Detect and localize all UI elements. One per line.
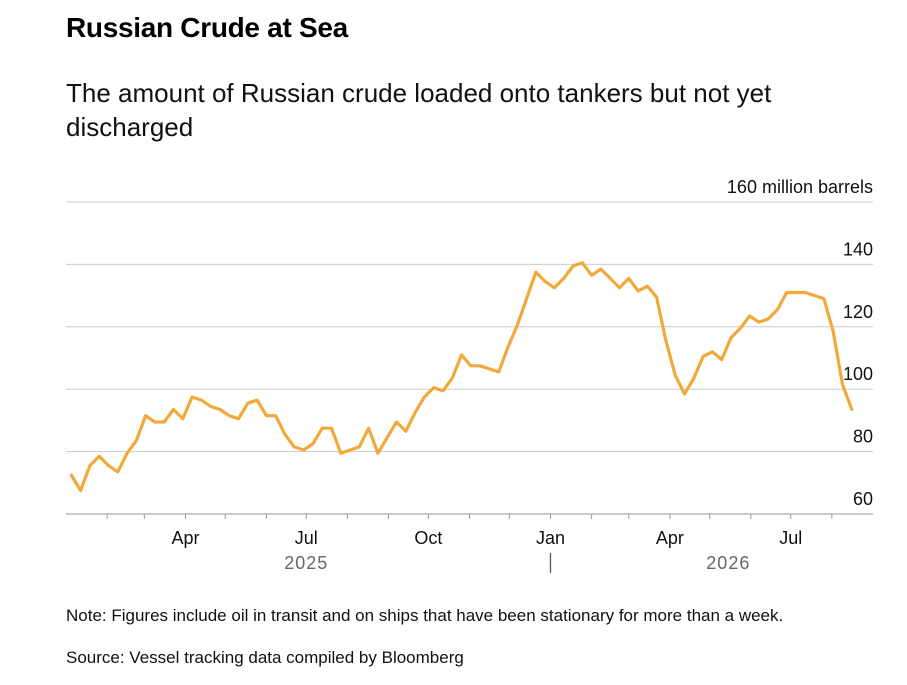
gridlines — [66, 201, 873, 453]
x-tick-label: Jul — [779, 528, 802, 548]
y-tick-label: 120 — [843, 302, 873, 322]
year-label: 2025 — [284, 553, 328, 573]
x-axis — [66, 513, 873, 573]
x-tick-label: Apr — [656, 528, 684, 548]
y-tick-label: 100 — [843, 364, 873, 384]
axis-labels: 160 million barrels 140 120 100 80 60 Apr Jul Oc… — [171, 177, 873, 573]
line-chart: 160 million barrels 140 120 100 80 60 Apr Jul Oc… — [66, 177, 873, 573]
chart-title: Russian Crude at Sea — [66, 12, 348, 43]
y-tick-label: 140 — [843, 239, 873, 259]
x-tick-label: Jul — [295, 528, 318, 548]
chart-source: Source: Vessel tracking data compiled by… — [66, 648, 464, 667]
x-tick-label: Jan — [536, 528, 565, 548]
chart-subtitle: The amount of Russian crude loaded onto … — [66, 78, 772, 142]
series-line — [69, 261, 854, 493]
x-tick-label: Apr — [171, 528, 199, 548]
x-tick-label: Oct — [414, 528, 442, 548]
series — [69, 261, 854, 493]
year-label: 2026 — [706, 553, 750, 573]
chart-note: Note: Figures include oil in transit and… — [66, 606, 784, 625]
y-tick-label: 160 million barrels — [727, 177, 873, 197]
y-tick-label: 80 — [853, 427, 873, 447]
y-tick-label: 60 — [853, 489, 873, 509]
